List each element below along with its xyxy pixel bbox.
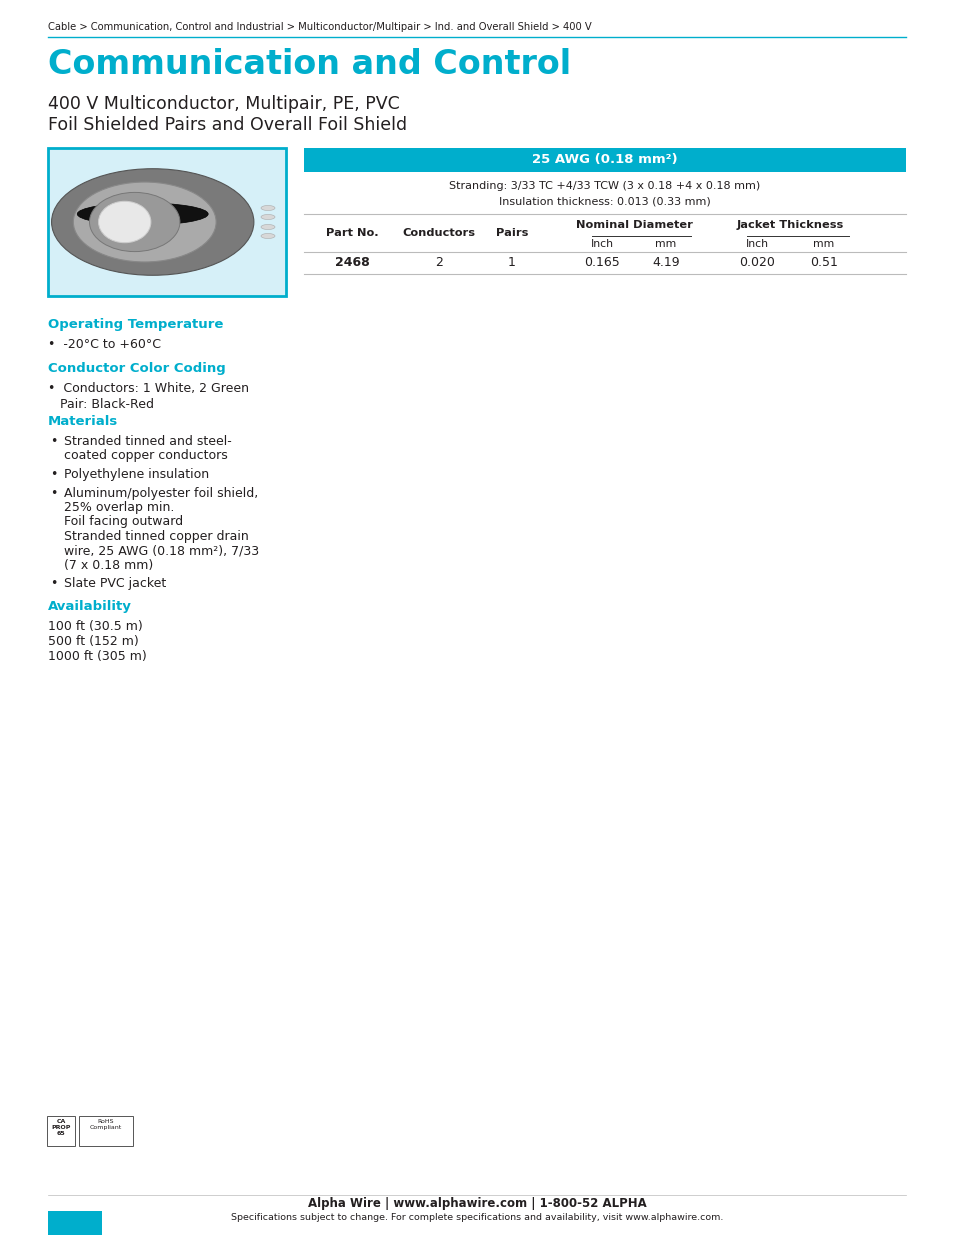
Text: (7 x 0.18 mm): (7 x 0.18 mm) xyxy=(64,559,153,572)
Ellipse shape xyxy=(73,182,216,262)
Text: Pairs: Pairs xyxy=(496,228,528,238)
Text: Polyethylene insulation: Polyethylene insulation xyxy=(64,468,209,480)
FancyBboxPatch shape xyxy=(304,148,905,172)
Text: 0.51: 0.51 xyxy=(809,257,837,269)
Text: 2468: 2468 xyxy=(335,257,369,269)
Ellipse shape xyxy=(261,225,274,230)
Text: Foil Shielded Pairs and Overall Foil Shield: Foil Shielded Pairs and Overall Foil Shi… xyxy=(48,116,407,135)
Text: mm: mm xyxy=(655,240,676,249)
Text: 25 AWG (0.18 mm²): 25 AWG (0.18 mm²) xyxy=(532,153,677,167)
Text: CA
PROP
65: CA PROP 65 xyxy=(51,1119,71,1136)
Text: Nominal Diameter: Nominal Diameter xyxy=(575,220,692,230)
Text: Stranding: 3/33 TC +4/33 TCW (3 x 0.18 +4 x 0.18 mm): Stranding: 3/33 TC +4/33 TCW (3 x 0.18 +… xyxy=(449,182,760,191)
Text: 0.165: 0.165 xyxy=(583,257,619,269)
Ellipse shape xyxy=(261,233,274,238)
Text: Pair: Black-Red: Pair: Black-Red xyxy=(60,398,153,411)
FancyBboxPatch shape xyxy=(48,148,286,296)
Text: mm: mm xyxy=(813,240,834,249)
Text: •: • xyxy=(50,435,57,448)
Text: Materials: Materials xyxy=(48,415,118,429)
Text: Stranded tinned copper drain: Stranded tinned copper drain xyxy=(64,530,249,543)
Text: Alpha Wire | www.alphawire.com | 1-800-52 ALPHA: Alpha Wire | www.alphawire.com | 1-800-5… xyxy=(307,1197,646,1209)
Text: 100 ft (30.5 m): 100 ft (30.5 m) xyxy=(48,620,143,634)
Text: Inch: Inch xyxy=(744,240,768,249)
Text: RoHS
Compliant: RoHS Compliant xyxy=(90,1119,122,1130)
Text: Jacket Thickness: Jacket Thickness xyxy=(736,220,843,230)
Ellipse shape xyxy=(77,203,208,225)
Text: 500 ft (152 m): 500 ft (152 m) xyxy=(48,635,138,648)
Text: •: • xyxy=(50,487,57,499)
FancyBboxPatch shape xyxy=(48,1212,102,1235)
Text: Inch: Inch xyxy=(590,240,613,249)
Text: 4.19: 4.19 xyxy=(652,257,679,269)
Text: Insulation thickness: 0.013 (0.33 mm): Insulation thickness: 0.013 (0.33 mm) xyxy=(498,198,710,207)
Text: Stranded tinned and steel-: Stranded tinned and steel- xyxy=(64,435,232,448)
Ellipse shape xyxy=(261,205,274,210)
Text: •: • xyxy=(50,578,57,590)
Text: Foil facing outward: Foil facing outward xyxy=(64,515,183,529)
Text: Part No.: Part No. xyxy=(325,228,378,238)
Text: Slate PVC jacket: Slate PVC jacket xyxy=(64,578,166,590)
Text: wire, 25 AWG (0.18 mm²), 7/33: wire, 25 AWG (0.18 mm²), 7/33 xyxy=(64,545,259,557)
Text: 0.020: 0.020 xyxy=(739,257,774,269)
Ellipse shape xyxy=(51,169,253,275)
Ellipse shape xyxy=(261,215,274,220)
Text: Conductor Color Coding: Conductor Color Coding xyxy=(48,362,226,375)
Text: Operating Temperature: Operating Temperature xyxy=(48,317,223,331)
Text: Availability: Availability xyxy=(48,600,132,613)
FancyBboxPatch shape xyxy=(79,1116,132,1146)
Text: •  -20°C to +60°C: • -20°C to +60°C xyxy=(48,338,161,351)
Text: Aluminum/polyester foil shield,: Aluminum/polyester foil shield, xyxy=(64,487,258,499)
Text: Conductors: Conductors xyxy=(402,228,475,238)
Text: Cable > Communication, Control and Industrial > Multiconductor/Multipair > Ind. : Cable > Communication, Control and Indus… xyxy=(48,22,591,32)
Text: •: • xyxy=(50,468,57,480)
Text: Specifications subject to change. For complete specifications and availability, : Specifications subject to change. For co… xyxy=(231,1213,722,1221)
Text: coated copper conductors: coated copper conductors xyxy=(64,450,228,462)
FancyBboxPatch shape xyxy=(47,1116,75,1146)
Text: •  Conductors: 1 White, 2 Green: • Conductors: 1 White, 2 Green xyxy=(48,382,249,395)
Ellipse shape xyxy=(98,201,151,243)
Text: 25% overlap min.: 25% overlap min. xyxy=(64,501,174,514)
Text: Communication and Control: Communication and Control xyxy=(48,48,571,82)
Text: 400 V Multiconductor, Multipair, PE, PVC: 400 V Multiconductor, Multipair, PE, PVC xyxy=(48,95,399,112)
Text: 1000 ft (305 m): 1000 ft (305 m) xyxy=(48,650,147,663)
Ellipse shape xyxy=(90,193,180,252)
Text: 1: 1 xyxy=(508,257,516,269)
Text: 346: 346 xyxy=(59,1215,91,1230)
Text: 2: 2 xyxy=(435,257,442,269)
